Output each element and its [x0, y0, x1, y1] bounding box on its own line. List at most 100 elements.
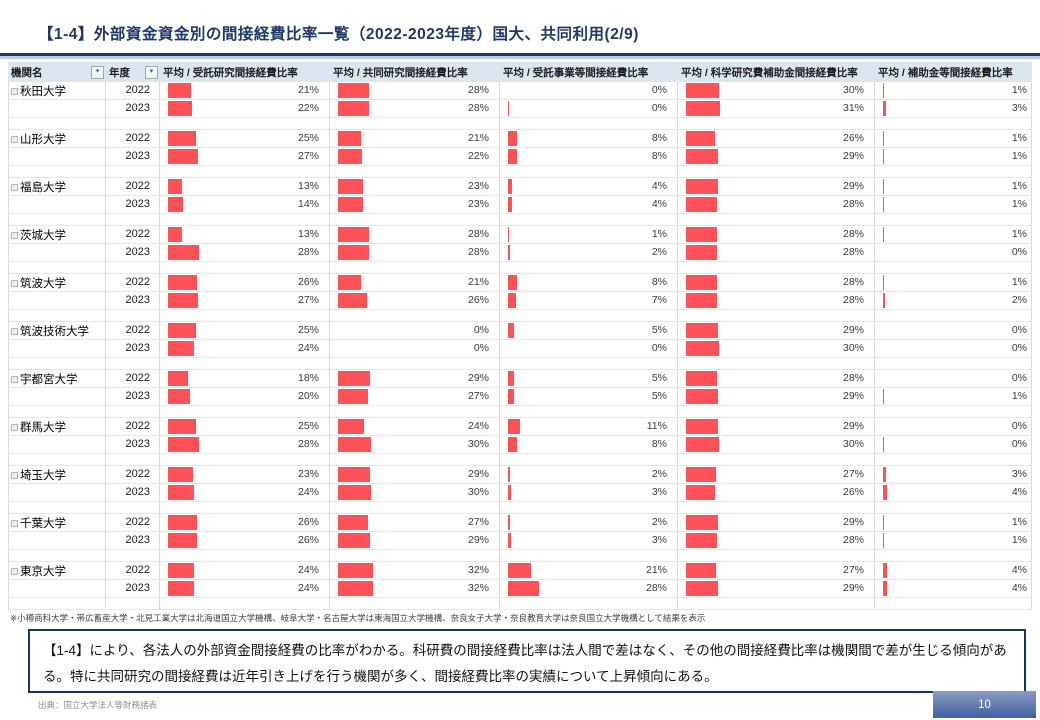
pivot-item-marker-icon[interactable] — [11, 424, 18, 431]
pivot-item-marker-icon[interactable] — [11, 88, 18, 95]
table-row: 群馬大学 2022 25% 24% 11% 29% 0% — [8, 418, 1032, 436]
page-number: 10 — [978, 698, 991, 711]
year-cell: 2023 — [106, 292, 160, 310]
spacer-cell — [500, 262, 678, 274]
metric-cell: 4% — [500, 178, 678, 196]
header-joint-research-label: 平均 / 共同研究間接経費比率 — [333, 66, 468, 79]
institution-name: 群馬大学 — [20, 422, 66, 434]
metric-cell: 4% — [875, 484, 1032, 502]
spacer-cell — [330, 550, 500, 562]
year-value: 2023 — [125, 342, 150, 354]
value-label: 26% — [297, 516, 319, 528]
pivot-item-marker-icon[interactable] — [11, 280, 18, 287]
metric-cell: 29% — [678, 418, 875, 436]
value-label: 30% — [842, 342, 864, 354]
data-bar — [338, 227, 369, 242]
value-label: 22% — [297, 102, 319, 114]
spacer-cell — [330, 118, 500, 130]
spacer-row — [8, 214, 1032, 226]
pivot-item-marker-icon[interactable] — [11, 136, 18, 143]
data-bar — [338, 131, 361, 146]
pivot-item-marker-icon[interactable] — [11, 328, 18, 335]
pivot-item-marker-icon[interactable] — [11, 376, 18, 383]
metric-cell: 13% — [160, 178, 330, 196]
year-value: 2023 — [125, 198, 150, 210]
spacer-cell — [875, 406, 1032, 418]
metric-cell: 29% — [678, 514, 875, 532]
data-bar — [168, 131, 196, 146]
spacer-cell — [8, 310, 106, 322]
spacer-cell — [106, 118, 160, 130]
header-subsidy-label: 平均 / 補助金等間接経費比率 — [878, 66, 1013, 79]
value-label: 26% — [842, 486, 864, 498]
spacer-cell — [875, 262, 1032, 274]
pivot-item-marker-icon[interactable] — [11, 568, 18, 575]
value-label: 29% — [467, 372, 489, 384]
metric-cell: 32% — [330, 562, 500, 580]
metric-cell: 29% — [678, 148, 875, 166]
year-value: 2022 — [125, 84, 150, 96]
pivot-item-marker-icon[interactable] — [11, 472, 18, 479]
value-label: 3% — [1011, 102, 1027, 114]
table-row: 山形大学 2022 25% 21% 8% 26% 1% — [8, 130, 1032, 148]
data-bar — [168, 227, 182, 242]
institution-name-cell — [8, 340, 106, 358]
spacer-cell — [160, 310, 330, 322]
data-bar — [686, 389, 718, 404]
value-label: 28% — [842, 534, 864, 546]
data-bar — [168, 467, 193, 482]
institution-name-cell — [8, 532, 106, 550]
metric-cell: 30% — [678, 436, 875, 454]
spacer-cell — [160, 598, 330, 610]
metric-cell: 0% — [500, 340, 678, 358]
data-bar — [508, 293, 516, 308]
table-row: 2023 24% 30% 3% 26% 4% — [8, 484, 1032, 502]
page-number-badge: 10 — [933, 691, 1036, 718]
institution-name-cell — [8, 148, 106, 166]
data-bar — [168, 275, 197, 290]
metric-cell: 8% — [500, 148, 678, 166]
value-label: 2% — [651, 468, 667, 480]
sort-filter-icon[interactable]: ▾ — [91, 65, 104, 79]
spacer-cell — [500, 550, 678, 562]
spacer-row — [8, 454, 1032, 466]
spacer-cell — [8, 502, 106, 514]
data-bar — [508, 197, 512, 212]
sort-filter-icon[interactable]: ▾ — [145, 65, 158, 79]
year-value: 2022 — [125, 180, 150, 192]
year-cell: 2023 — [106, 484, 160, 502]
data-bar — [508, 245, 510, 260]
year-value: 2023 — [125, 486, 150, 498]
data-bar — [338, 149, 362, 164]
data-bar — [686, 323, 718, 338]
spacer-cell — [500, 502, 678, 514]
table-header-row: 機関名 ▾ 年度 ▾ 平均 / 受託研究間接経費比率 平均 / 共同研究間接経費… — [8, 62, 1032, 82]
spacer-row — [8, 406, 1032, 418]
spacer-cell — [500, 310, 678, 322]
institution-name-cell: 山形大学 — [8, 130, 106, 148]
value-label: 0% — [1011, 438, 1027, 450]
table-row: 千葉大学 2022 26% 27% 2% 29% 1% — [8, 514, 1032, 532]
metric-cell: 27% — [160, 148, 330, 166]
value-label: 27% — [297, 294, 319, 306]
pivot-item-marker-icon[interactable] — [11, 232, 18, 239]
value-label: 28% — [842, 198, 864, 210]
metric-cell: 25% — [160, 130, 330, 148]
data-bar — [508, 467, 510, 482]
data-bar — [686, 515, 718, 530]
header-contract-research: 平均 / 受託研究間接経費比率 — [160, 62, 330, 82]
institution-name-cell: 宇都宮大学 — [8, 370, 106, 388]
value-label: 25% — [297, 132, 319, 144]
data-bar — [338, 437, 371, 452]
table-row: 2023 24% 32% 28% 29% 4% — [8, 580, 1032, 598]
metric-cell: 5% — [500, 370, 678, 388]
data-bar — [508, 101, 509, 116]
table-body: 秋田大学 2022 21% 28% 0% 30% 1% 2023 22% 28% 0% 31% 3% 山形… — [8, 82, 1032, 610]
pivot-item-marker-icon[interactable] — [11, 184, 18, 191]
pivot-item-marker-icon[interactable] — [11, 520, 18, 527]
spacer-cell — [678, 454, 875, 466]
value-label: 23% — [467, 198, 489, 210]
summary-box: 【1-4】により、各法人の外部資金間接経費の比率がわかる。科研費の間接経費比率は… — [28, 629, 1026, 693]
spacer-cell — [106, 598, 160, 610]
data-bar — [883, 467, 886, 482]
